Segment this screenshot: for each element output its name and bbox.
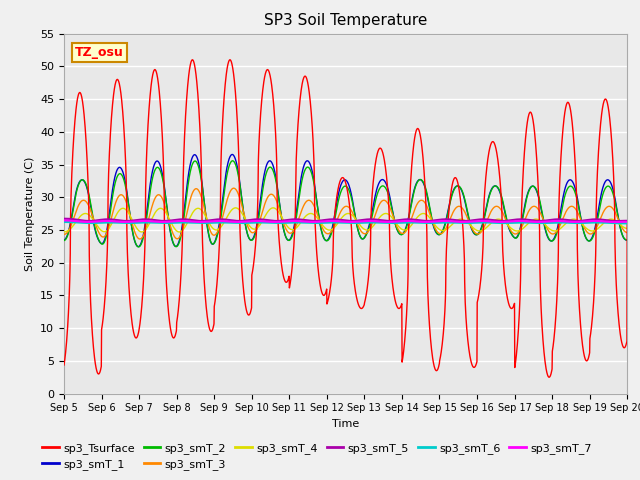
sp3_Tsurface — [509, 303, 517, 309]
sp3_smT_6 — [60, 219, 68, 225]
sp3_Tsurface — [60, 362, 68, 368]
sp3_Tsurface — [545, 374, 553, 380]
sp3_smT_7 — [589, 218, 597, 224]
sp3_Tsurface — [226, 57, 234, 63]
sp3_smT_4 — [510, 227, 518, 233]
sp3_smT_7 — [573, 219, 581, 225]
sp3_smT_3 — [60, 231, 68, 237]
sp3_smT_2 — [574, 200, 582, 206]
Line: sp3_smT_3: sp3_smT_3 — [64, 188, 627, 239]
sp3_smT_3 — [218, 219, 225, 225]
sp3_Tsurface — [623, 220, 631, 226]
sp3_smT_6 — [589, 220, 597, 226]
sp3_smT_5 — [623, 218, 631, 224]
sp3_smT_6 — [509, 220, 517, 226]
sp3_smT_3 — [510, 231, 518, 237]
Line: sp3_smT_7: sp3_smT_7 — [64, 220, 627, 222]
Line: sp3_smT_1: sp3_smT_1 — [64, 155, 627, 247]
sp3_smT_5 — [60, 216, 68, 222]
X-axis label: Time: Time — [332, 419, 359, 429]
sp3_smT_7 — [60, 217, 68, 223]
sp3_smT_2 — [623, 237, 631, 243]
sp3_Tsurface — [217, 157, 225, 163]
sp3_smT_2 — [228, 158, 236, 164]
sp3_smT_1 — [375, 181, 383, 187]
sp3_smT_4 — [375, 216, 383, 222]
sp3_smT_2 — [510, 234, 518, 240]
sp3_smT_3 — [574, 210, 582, 216]
sp3_smT_5 — [362, 216, 370, 222]
sp3_smT_1 — [218, 207, 225, 213]
sp3_Tsurface — [374, 147, 382, 153]
sp3_smT_3 — [230, 185, 237, 191]
sp3_smT_5 — [509, 217, 517, 223]
sp3_smT_5 — [374, 217, 382, 223]
sp3_smT_4 — [623, 226, 631, 231]
sp3_smT_2 — [589, 233, 597, 239]
sp3_smT_1 — [510, 234, 518, 240]
sp3_smT_7 — [623, 219, 631, 225]
sp3_smT_7 — [374, 218, 382, 224]
Line: sp3_smT_5: sp3_smT_5 — [64, 219, 627, 221]
sp3_smT_7 — [217, 218, 225, 224]
sp3_smT_1 — [60, 237, 68, 243]
sp3_smT_1 — [623, 238, 631, 243]
sp3_smT_2 — [362, 232, 370, 238]
sp3_smT_1 — [228, 152, 236, 157]
sp3_smT_4 — [362, 227, 370, 233]
sp3_smT_6 — [374, 220, 382, 226]
sp3_smT_3 — [362, 230, 370, 236]
sp3_smT_7 — [611, 219, 618, 225]
sp3_smT_1 — [574, 198, 582, 204]
sp3_smT_5 — [573, 218, 581, 224]
sp3_smT_1 — [589, 231, 597, 237]
sp3_smT_3 — [136, 236, 144, 242]
sp3_smT_2 — [135, 244, 143, 250]
sp3_smT_1 — [362, 231, 370, 237]
sp3_smT_5 — [217, 216, 225, 222]
sp3_smT_4 — [574, 218, 582, 224]
sp3_smT_3 — [589, 229, 597, 235]
Line: sp3_smT_2: sp3_smT_2 — [64, 161, 627, 247]
sp3_smT_4 — [60, 229, 68, 235]
sp3_smT_2 — [375, 188, 383, 193]
Legend: sp3_Tsurface, sp3_smT_1, sp3_smT_2, sp3_smT_3, sp3_smT_4, sp3_smT_5, sp3_smT_6, : sp3_Tsurface, sp3_smT_1, sp3_smT_2, sp3_… — [38, 438, 596, 474]
sp3_smT_4 — [175, 229, 183, 235]
Line: sp3_smT_4: sp3_smT_4 — [64, 208, 627, 232]
sp3_smT_5 — [612, 218, 620, 224]
sp3_smT_6 — [362, 220, 370, 226]
Line: sp3_Tsurface: sp3_Tsurface — [64, 60, 627, 377]
sp3_smT_4 — [232, 205, 239, 211]
Line: sp3_smT_6: sp3_smT_6 — [64, 222, 627, 223]
sp3_smT_1 — [134, 244, 142, 250]
sp3_smT_3 — [375, 203, 383, 209]
sp3_smT_2 — [60, 238, 68, 243]
sp3_smT_4 — [589, 228, 597, 234]
sp3_smT_7 — [509, 218, 517, 224]
sp3_Tsurface — [574, 271, 582, 276]
sp3_Tsurface — [362, 293, 370, 299]
sp3_Tsurface — [589, 300, 597, 305]
Text: TZ_osu: TZ_osu — [76, 46, 124, 59]
sp3_smT_5 — [589, 216, 597, 222]
sp3_smT_6 — [573, 220, 581, 226]
sp3_smT_7 — [362, 218, 370, 224]
Y-axis label: Soil Temperature (C): Soil Temperature (C) — [24, 156, 35, 271]
Title: SP3 Soil Temperature: SP3 Soil Temperature — [264, 13, 428, 28]
sp3_smT_3 — [623, 230, 631, 236]
sp3_smT_2 — [218, 212, 225, 217]
sp3_smT_4 — [218, 224, 225, 229]
sp3_smT_6 — [217, 220, 225, 226]
sp3_smT_6 — [623, 220, 631, 226]
